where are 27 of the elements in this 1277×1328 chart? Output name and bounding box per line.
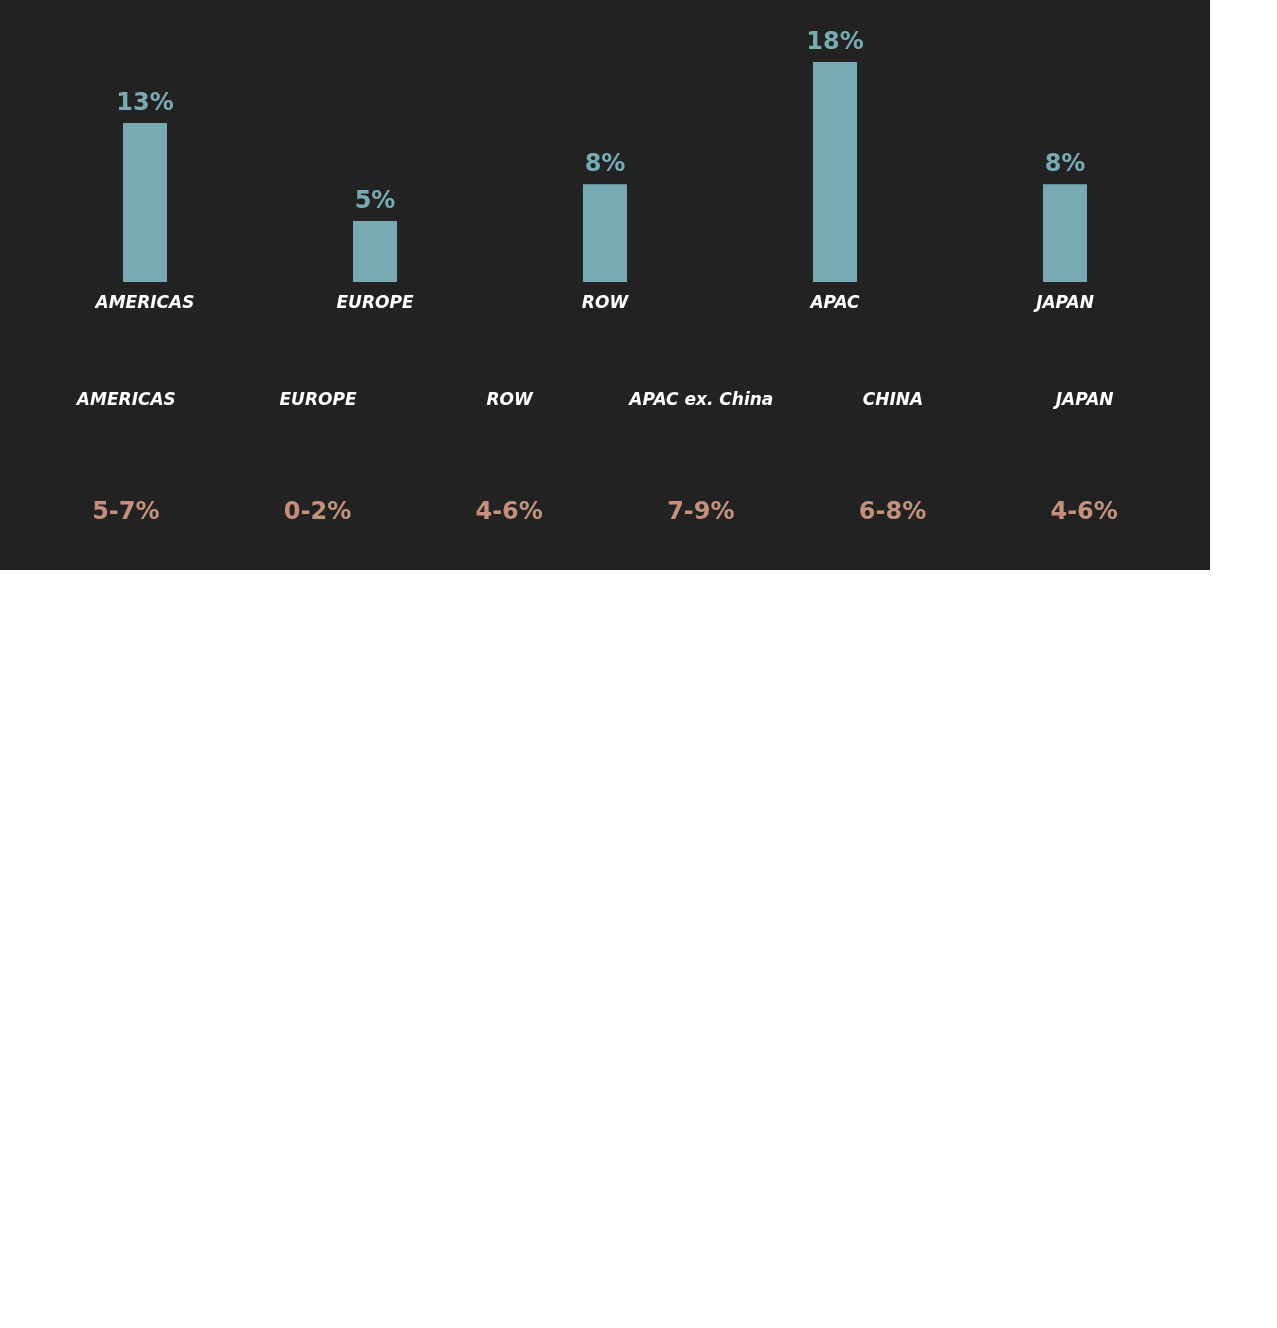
bar (813, 62, 857, 282)
category-label: AMERICAS (74, 388, 176, 409)
data-label: 13% (116, 88, 174, 117)
bar (123, 123, 167, 282)
x-tick-label: APAC (808, 291, 861, 312)
x-tick-label: EUROPE (336, 291, 414, 312)
x-tick-label: AMERICAS (93, 291, 195, 312)
category-label: EUROPE (279, 388, 357, 409)
x-tick-label: JAPAN (1033, 291, 1094, 312)
text: 4-6% (1050, 497, 1118, 525)
data-label: 5% (354, 185, 396, 214)
bar (1043, 184, 1087, 282)
data-label: 8% (1044, 149, 1086, 178)
text: 0-2% (283, 497, 352, 525)
bar (583, 184, 627, 282)
bar (353, 220, 397, 282)
data-label: 8% (584, 149, 626, 178)
text: 7-9% (667, 497, 735, 525)
category-label: CHINA (862, 388, 924, 409)
category-label: APAC ex. China (627, 388, 774, 409)
text: 4-6% (475, 497, 543, 525)
category-label: ROW (486, 388, 535, 409)
text: 5-7% (92, 497, 160, 525)
text: 6-8% (858, 497, 927, 525)
x-tick-label: ROW (581, 291, 630, 312)
data-label: 18% (806, 27, 864, 55)
category-label: JAPAN (1052, 388, 1114, 409)
